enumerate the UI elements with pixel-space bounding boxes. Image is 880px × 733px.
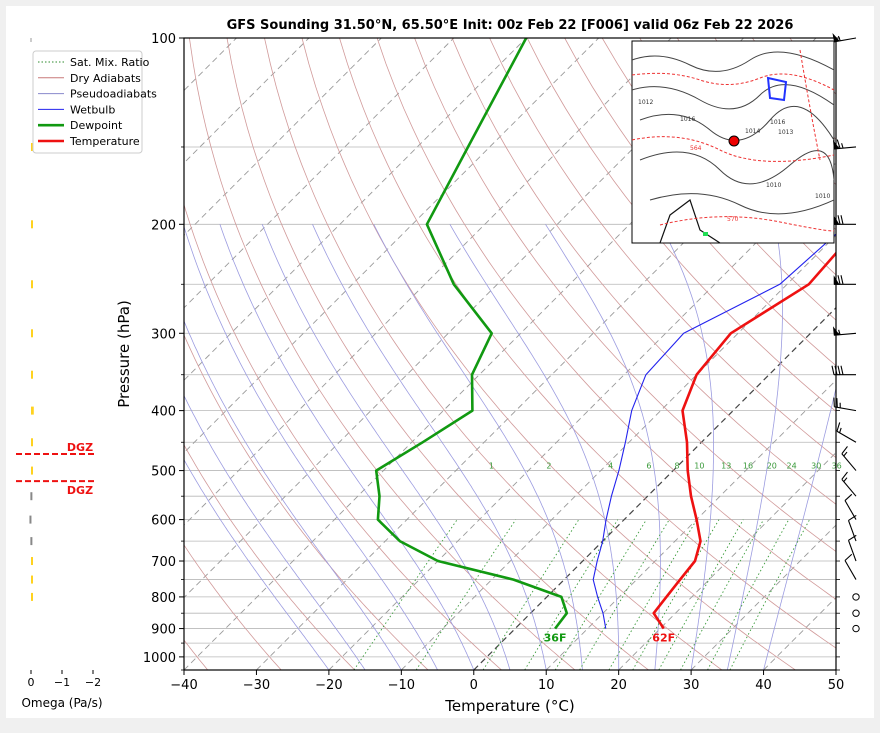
omega-tick-label: −2 bbox=[85, 676, 101, 689]
legend-label: Temperature bbox=[69, 135, 140, 148]
map-label: 564 bbox=[690, 145, 702, 152]
mixing-ratio-label: 20 bbox=[767, 462, 777, 471]
omega-tick-label: 0 bbox=[28, 676, 35, 689]
omega-tick-label: −1 bbox=[54, 676, 70, 689]
map-label: 1014 bbox=[745, 128, 760, 135]
legend-label: Wetbulb bbox=[70, 103, 115, 116]
inset-map: 1016 1014 1016 1013 1010 1010 1012 564 5… bbox=[632, 41, 835, 243]
omega-bar bbox=[31, 407, 34, 415]
x-tick-label: −20 bbox=[315, 678, 342, 693]
x-tick-label: −30 bbox=[243, 678, 270, 693]
y-tick-label: 500 bbox=[151, 465, 176, 480]
omega-bar bbox=[31, 329, 33, 337]
chart-title: GFS Sounding 31.50°N, 65.50°E Init: 00z … bbox=[227, 18, 794, 33]
legend-label: Dry Adiabats bbox=[70, 72, 141, 85]
x-tick-label: 50 bbox=[828, 678, 845, 693]
sounding-location-marker bbox=[729, 136, 739, 146]
legend-label: Dewpoint bbox=[70, 119, 123, 132]
omega-bar bbox=[30, 537, 32, 545]
y-tick-label: 300 bbox=[151, 327, 176, 342]
omega-bar bbox=[31, 593, 33, 601]
omega-bar bbox=[31, 280, 33, 288]
map-label: 1010 bbox=[815, 193, 830, 200]
mixing-ratio-label: 30 bbox=[811, 462, 821, 471]
map-label: 1012 bbox=[638, 99, 653, 106]
omega-bar bbox=[31, 220, 33, 228]
omega-bar bbox=[30, 492, 32, 500]
surface-dewpoint-label: 36F bbox=[544, 632, 567, 645]
map-rain-area bbox=[703, 232, 708, 236]
dgz-top-label: DGZ bbox=[67, 441, 93, 454]
omega-bar bbox=[31, 557, 33, 565]
mixing-ratio-label: 13 bbox=[721, 462, 731, 471]
mixing-ratio-label: 1 bbox=[489, 462, 494, 471]
map-label: 570 bbox=[727, 216, 739, 223]
x-axis-label: Temperature (°C) bbox=[444, 697, 574, 715]
y-tick-label: 200 bbox=[151, 218, 176, 233]
omega-bar bbox=[31, 438, 33, 446]
dgz-bottom-label: DGZ bbox=[67, 484, 93, 497]
mixing-ratio-label: 8 bbox=[674, 462, 679, 471]
x-tick-label: 0 bbox=[470, 678, 478, 693]
x-tick-label: −40 bbox=[170, 678, 197, 693]
y-tick-label: 400 bbox=[151, 405, 176, 420]
y-tick-label: 900 bbox=[151, 623, 176, 638]
y-tick-label: 600 bbox=[151, 514, 176, 529]
map-label: 1013 bbox=[778, 129, 793, 136]
mixing-ratio-label: 16 bbox=[743, 462, 753, 471]
legend: Sat. Mix. Ratio Dry Adiabats Pseudoadiabat… bbox=[33, 51, 157, 153]
x-tick-label: −10 bbox=[388, 678, 415, 693]
legend-label: Sat. Mix. Ratio bbox=[70, 56, 150, 69]
mixing-ratio-label: 36 bbox=[832, 462, 842, 471]
omega-bar bbox=[29, 516, 31, 524]
x-tick-label: 10 bbox=[538, 678, 555, 693]
mixing-ratio-label: 4 bbox=[608, 462, 613, 471]
y-axis-label: Pressure (hPa) bbox=[115, 300, 133, 408]
omega-axis-label: Omega (Pa/s) bbox=[21, 696, 102, 710]
mixing-ratio-label: 24 bbox=[787, 462, 797, 471]
map-label: 1016 bbox=[680, 116, 695, 123]
y-tick-label: 800 bbox=[151, 591, 176, 606]
map-label: 1016 bbox=[770, 119, 785, 126]
x-tick-label: 30 bbox=[683, 678, 700, 693]
x-tick-label: 40 bbox=[755, 678, 772, 693]
mixing-ratio-label: 10 bbox=[694, 462, 704, 471]
mixing-ratio-label: 6 bbox=[646, 462, 651, 471]
legend-label: Pseudoadiabats bbox=[70, 88, 157, 101]
mixing-ratio-label: 2 bbox=[546, 462, 551, 471]
omega-bar bbox=[31, 371, 33, 379]
surface-temperature-label: 62F bbox=[652, 632, 675, 645]
y-tick-label: 1000 bbox=[143, 651, 176, 666]
map-label: 1010 bbox=[766, 182, 781, 189]
y-tick-label: 100 bbox=[151, 32, 176, 47]
omega-bar bbox=[31, 576, 33, 584]
x-tick-label: 20 bbox=[610, 678, 627, 693]
y-tick-label: 700 bbox=[151, 555, 176, 570]
omega-bar bbox=[31, 467, 33, 475]
